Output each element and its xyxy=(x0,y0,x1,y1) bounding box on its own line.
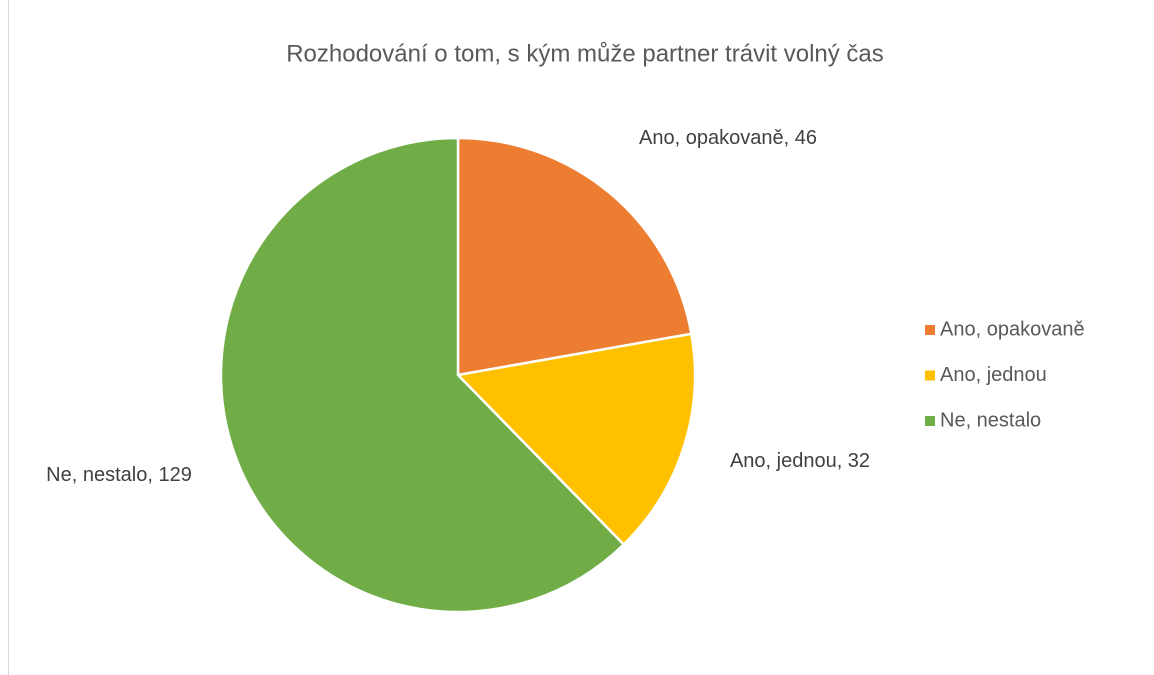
pie-slice xyxy=(219,136,626,614)
legend-label: Ne, nestalo xyxy=(940,409,1041,431)
data-label: Ne, nestalo, 129 xyxy=(46,464,192,486)
legend-swatch xyxy=(925,325,935,335)
legend-label: Ano, jednou xyxy=(940,364,1047,386)
pie-slice xyxy=(456,136,693,377)
chart-title: Rozhodování o tom, s kým může partner tr… xyxy=(286,40,884,67)
legend-label: Ano, opakovaně xyxy=(940,318,1085,340)
legend-swatch xyxy=(925,370,935,381)
legend-swatch xyxy=(925,416,935,426)
pie-slice xyxy=(455,332,697,547)
data-label: Ano, jednou, 32 xyxy=(729,450,871,472)
data-label: Ano, opakovaně, 46 xyxy=(639,127,817,149)
